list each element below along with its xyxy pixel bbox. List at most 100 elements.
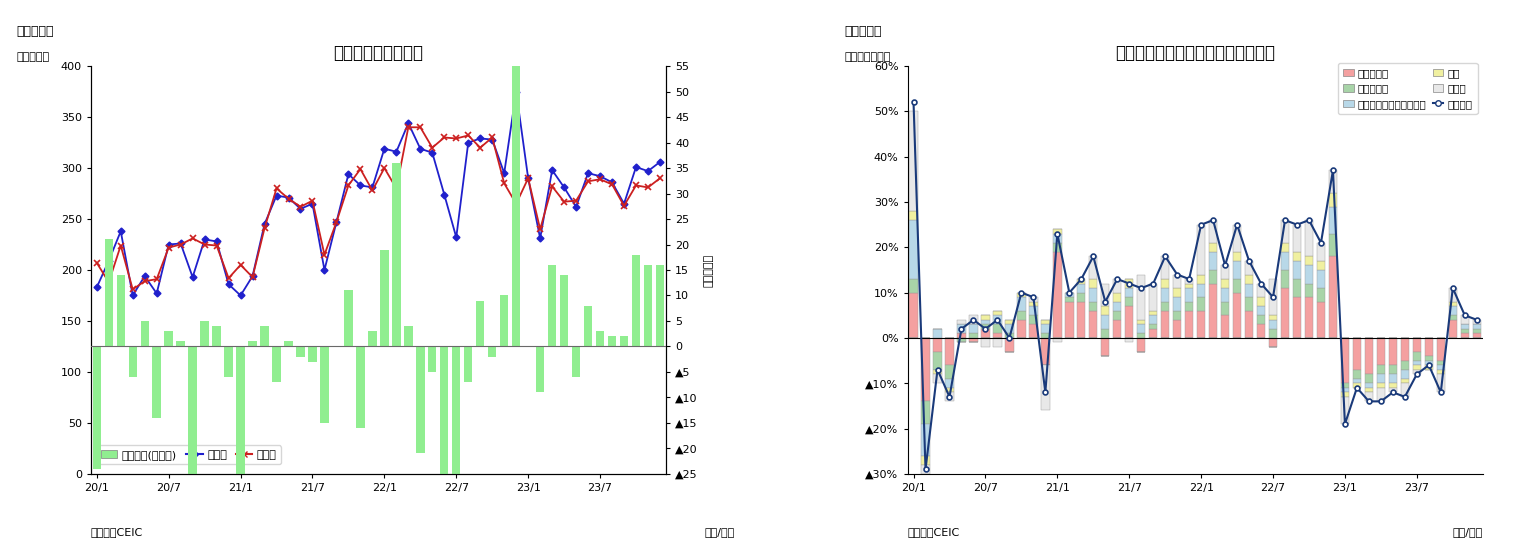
- Bar: [632, 255, 640, 347]
- Bar: [1245, 311, 1253, 338]
- Bar: [1209, 284, 1218, 338]
- Bar: [1437, 338, 1445, 360]
- Bar: [1209, 220, 1218, 243]
- Bar: [1282, 243, 1289, 252]
- Bar: [1017, 320, 1026, 338]
- Bar: [1197, 311, 1206, 338]
- Bar: [1245, 297, 1253, 311]
- Bar: [1005, 338, 1014, 352]
- Bar: [1041, 325, 1050, 333]
- Bar: [284, 341, 292, 347]
- Bar: [1292, 261, 1301, 279]
- Bar: [1269, 320, 1277, 329]
- Bar: [1114, 279, 1121, 293]
- Bar: [1041, 320, 1050, 325]
- Bar: [1269, 338, 1277, 347]
- Bar: [1389, 388, 1396, 392]
- Bar: [1472, 325, 1481, 329]
- Bar: [1185, 288, 1194, 302]
- Bar: [645, 265, 652, 347]
- Bar: [1221, 279, 1229, 288]
- Bar: [1472, 320, 1481, 325]
- Bar: [1365, 338, 1374, 374]
- Bar: [1377, 365, 1384, 374]
- Bar: [1269, 279, 1277, 315]
- Bar: [380, 250, 389, 347]
- Bar: [1160, 302, 1170, 311]
- Bar: [1114, 293, 1121, 302]
- Bar: [1077, 279, 1085, 284]
- Bar: [608, 336, 616, 347]
- Bar: [1269, 315, 1277, 320]
- Bar: [1316, 288, 1325, 302]
- Bar: [1282, 252, 1289, 270]
- Bar: [1077, 284, 1085, 293]
- Bar: [921, 424, 929, 456]
- Text: （年/月）: （年/月）: [1452, 527, 1483, 537]
- Bar: [1316, 270, 1325, 288]
- Bar: [921, 338, 929, 401]
- Bar: [1148, 284, 1157, 311]
- Bar: [982, 329, 990, 338]
- Bar: [1448, 288, 1457, 302]
- Bar: [1401, 360, 1409, 370]
- Bar: [248, 341, 257, 347]
- Bar: [1425, 338, 1433, 356]
- Bar: [1197, 284, 1206, 297]
- Bar: [1389, 365, 1396, 374]
- Bar: [1460, 329, 1469, 333]
- Bar: [1377, 374, 1384, 383]
- Bar: [1328, 256, 1337, 338]
- Bar: [958, 333, 965, 338]
- Bar: [1233, 279, 1241, 293]
- Bar: [1472, 329, 1481, 333]
- Bar: [1017, 297, 1026, 311]
- Bar: [1437, 365, 1445, 370]
- Bar: [1065, 302, 1074, 338]
- Bar: [1126, 279, 1133, 288]
- Bar: [1353, 383, 1362, 388]
- Bar: [1460, 325, 1469, 329]
- Bar: [236, 347, 245, 499]
- Bar: [1328, 170, 1337, 193]
- Bar: [1472, 333, 1481, 338]
- Bar: [1089, 311, 1097, 338]
- Text: （前年同月比）: （前年同月比）: [844, 52, 891, 62]
- Bar: [1101, 329, 1109, 338]
- Bar: [921, 465, 929, 474]
- Bar: [1257, 297, 1265, 306]
- Bar: [1065, 293, 1074, 297]
- Bar: [368, 331, 377, 347]
- Bar: [1053, 229, 1062, 234]
- Bar: [1413, 338, 1421, 352]
- Bar: [177, 341, 185, 347]
- Bar: [921, 456, 929, 465]
- Bar: [1401, 379, 1409, 383]
- Bar: [1041, 333, 1050, 338]
- Bar: [1316, 243, 1325, 261]
- Bar: [1101, 315, 1109, 329]
- Bar: [1185, 279, 1194, 284]
- Bar: [1197, 297, 1206, 311]
- Bar: [477, 301, 484, 347]
- Bar: [1425, 356, 1433, 360]
- Bar: [993, 338, 1002, 347]
- Bar: [1029, 325, 1038, 338]
- Bar: [970, 338, 977, 343]
- Bar: [356, 347, 365, 428]
- Bar: [464, 347, 472, 382]
- Bar: [946, 338, 953, 365]
- Bar: [1233, 261, 1241, 279]
- Bar: [1089, 288, 1097, 302]
- Bar: [1126, 338, 1133, 343]
- Bar: [1221, 288, 1229, 302]
- Bar: [934, 338, 941, 352]
- Text: （資料）CEIC: （資料）CEIC: [91, 527, 144, 537]
- Bar: [1160, 256, 1170, 279]
- Bar: [1401, 338, 1409, 360]
- Bar: [1245, 284, 1253, 297]
- Bar: [260, 326, 269, 347]
- Bar: [1005, 333, 1014, 338]
- Bar: [452, 347, 460, 551]
- Bar: [141, 321, 148, 347]
